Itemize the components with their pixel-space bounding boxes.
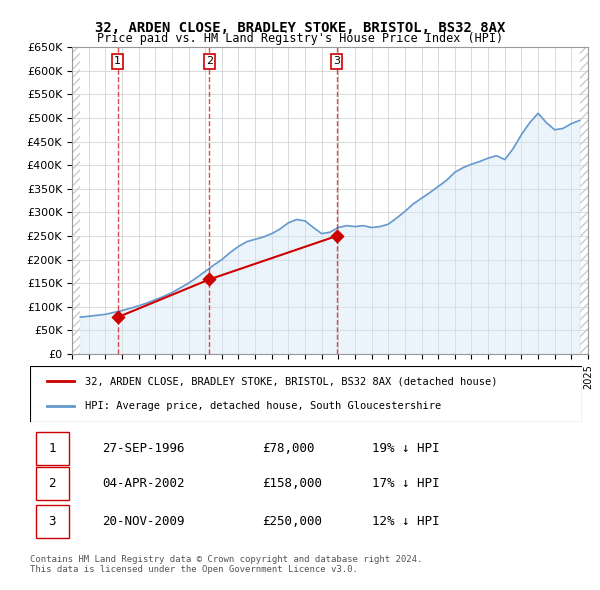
Text: 1: 1 <box>114 57 121 67</box>
Text: 32, ARDEN CLOSE, BRADLEY STOKE, BRISTOL, BS32 8AX (detached house): 32, ARDEN CLOSE, BRADLEY STOKE, BRISTOL,… <box>85 376 498 386</box>
Text: 04-APR-2002: 04-APR-2002 <box>102 477 184 490</box>
Text: £250,000: £250,000 <box>262 515 322 528</box>
Text: £78,000: £78,000 <box>262 442 314 455</box>
Text: £158,000: £158,000 <box>262 477 322 490</box>
Text: 17% ↓ HPI: 17% ↓ HPI <box>372 477 440 490</box>
Text: 1: 1 <box>49 442 56 455</box>
FancyBboxPatch shape <box>35 467 68 500</box>
FancyBboxPatch shape <box>30 366 582 422</box>
Text: 27-SEP-1996: 27-SEP-1996 <box>102 442 184 455</box>
FancyBboxPatch shape <box>35 432 68 465</box>
Text: Price paid vs. HM Land Registry's House Price Index (HPI): Price paid vs. HM Land Registry's House … <box>97 32 503 45</box>
FancyBboxPatch shape <box>35 505 68 538</box>
Text: 3: 3 <box>49 515 56 528</box>
Text: 12% ↓ HPI: 12% ↓ HPI <box>372 515 440 528</box>
Bar <box>580 47 596 354</box>
Text: 2: 2 <box>49 477 56 490</box>
Point <box>332 231 341 241</box>
Text: 2: 2 <box>206 57 213 67</box>
Text: 19% ↓ HPI: 19% ↓ HPI <box>372 442 440 455</box>
Text: 20-NOV-2009: 20-NOV-2009 <box>102 515 184 528</box>
Text: Contains HM Land Registry data © Crown copyright and database right 2024.
This d: Contains HM Land Registry data © Crown c… <box>30 555 422 574</box>
Text: 3: 3 <box>333 57 340 67</box>
Point <box>205 275 214 284</box>
Point <box>113 313 122 322</box>
Text: HPI: Average price, detached house, South Gloucestershire: HPI: Average price, detached house, Sout… <box>85 401 442 411</box>
Bar <box>72 47 80 354</box>
Text: 32, ARDEN CLOSE, BRADLEY STOKE, BRISTOL, BS32 8AX: 32, ARDEN CLOSE, BRADLEY STOKE, BRISTOL,… <box>95 21 505 35</box>
